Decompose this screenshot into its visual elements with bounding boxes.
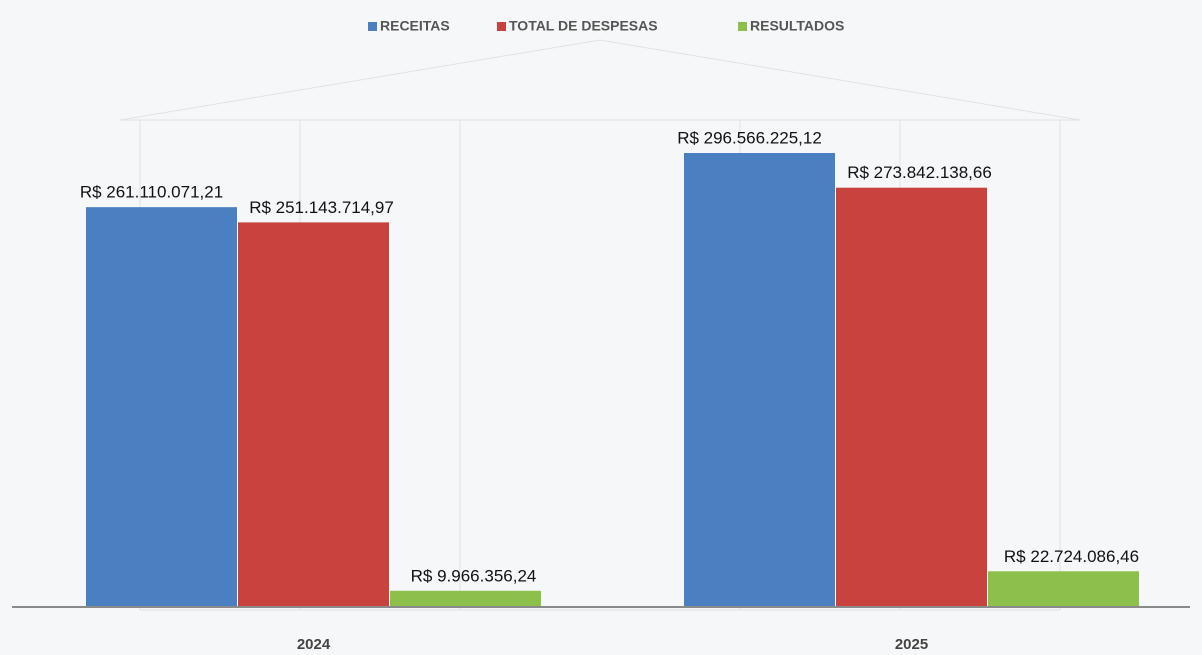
bar	[684, 153, 835, 606]
legend-swatch	[368, 22, 377, 31]
legend-label: RESULTADOS	[750, 18, 844, 34]
data-label: R$ 296.566.225,12	[677, 128, 822, 147]
data-label: R$ 261.110.071,21	[80, 183, 223, 202]
data-label: R$ 251.143.714,97	[249, 198, 394, 217]
data-label: R$ 22.724.086,46	[1004, 547, 1139, 566]
bar	[390, 590, 541, 606]
legend-label: RECEITAS	[380, 18, 450, 34]
bar	[988, 571, 1139, 606]
bar	[238, 222, 389, 606]
data-label: R$ 9.966.356,24	[411, 566, 537, 585]
legend-swatch	[497, 22, 506, 31]
bar	[86, 207, 237, 606]
data-label: R$ 273.842.138,66	[847, 163, 992, 182]
x-tick-label: 2024	[297, 636, 331, 653]
legend-swatch	[738, 22, 747, 31]
legend-label: TOTAL DE DESPESAS	[509, 18, 658, 34]
bar	[836, 187, 987, 606]
x-tick-label: 2025	[895, 636, 928, 653]
